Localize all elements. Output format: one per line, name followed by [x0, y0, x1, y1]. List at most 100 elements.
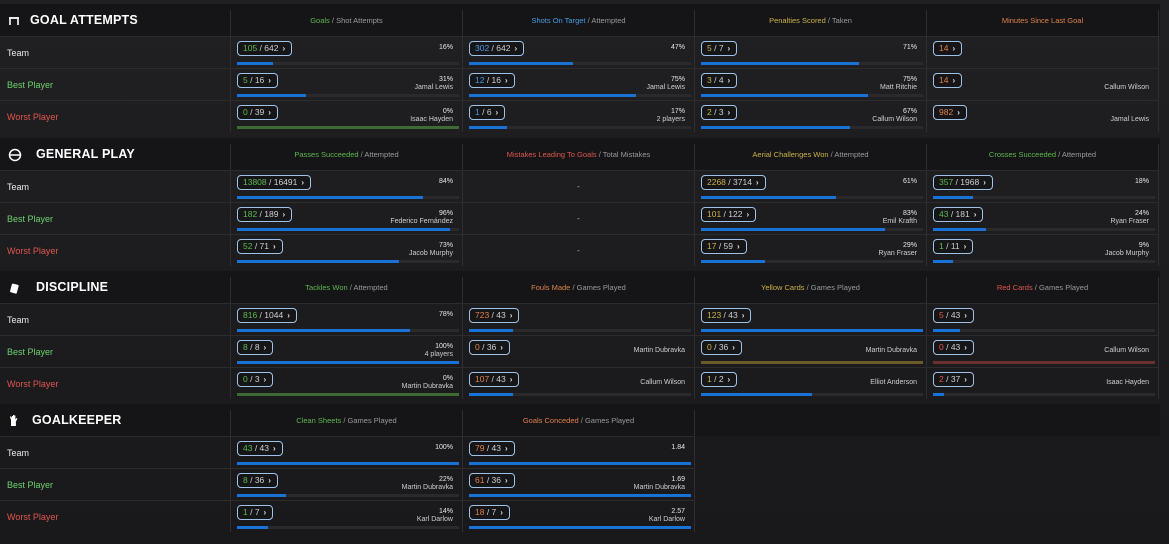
column-divider	[230, 10, 231, 132]
stat-cell: 43 / 181 › 24% Ryan Fraser	[928, 203, 1157, 234]
stat-link-button[interactable]: 0 / 36 ›	[701, 340, 742, 355]
stat-link-button[interactable]: 17 / 59 ›	[701, 239, 747, 254]
stat-value: 52	[243, 241, 253, 251]
stat-cell: 17 / 59 › 29% Ryan Fraser	[696, 235, 925, 266]
stat-cell: 61 / 36 › 1.69 Martin Dubravka	[464, 469, 693, 500]
progress-fill	[933, 196, 973, 199]
progress-fill	[701, 260, 766, 263]
empty-value: -	[577, 214, 580, 223]
stat-ratio: 67%	[902, 108, 917, 115]
column-header: Fouls Made / Games Played	[464, 271, 693, 303]
stat-link-button[interactable]: 18 / 7 ›	[469, 505, 510, 520]
stat-link-button[interactable]: 182 / 189 ›	[237, 207, 293, 222]
stat-cell: 2 / 37 › Isaac Hayden	[928, 368, 1157, 399]
stat-link-button[interactable]: 43 / 43 ›	[237, 441, 283, 456]
stat-link-button[interactable]: 1 / 6 ›	[469, 105, 506, 120]
stat-link-button[interactable]: 105 / 642 ›	[237, 41, 293, 56]
stat-link-button[interactable]: 5 / 16 ›	[237, 73, 278, 88]
stat-cell: 0 / 36 › Martin Dubravka	[464, 336, 693, 367]
column-denominator: / Taken	[825, 16, 852, 25]
stat-total: / 189	[257, 209, 279, 219]
chevron-right-icon: ›	[268, 108, 271, 117]
stat-ratio: 78%	[438, 311, 453, 318]
column-divider	[462, 410, 463, 532]
stat-link-button[interactable]: 123 / 43 ›	[701, 308, 752, 323]
stat-link-button[interactable]: 8 / 8 ›	[237, 340, 274, 355]
progress-track	[237, 462, 459, 465]
stat-total: / 7	[484, 507, 497, 517]
stat-link-button[interactable]: 2 / 37 ›	[933, 372, 974, 387]
progress-fill	[237, 393, 459, 396]
row-label: Best Player	[7, 347, 54, 357]
progress-fill	[469, 494, 691, 497]
column-header: Clean Sheets / Games Played	[232, 404, 461, 436]
progress-fill	[933, 361, 1155, 364]
stat-link-button[interactable]: 0 / 36 ›	[469, 340, 510, 355]
stat-link-button[interactable]: 723 / 43 ›	[469, 308, 520, 323]
stat-link-button[interactable]: 982 ›	[933, 105, 967, 120]
stat-link-button[interactable]: 5 / 7 ›	[701, 41, 738, 56]
stat-ratio: 9%	[1138, 242, 1149, 249]
stat-link-button[interactable]: 3 / 4 ›	[701, 73, 738, 88]
progress-track	[701, 393, 923, 396]
stat-link-button[interactable]: 13808 / 16491 ›	[237, 175, 312, 190]
stat-row-team: Team 43 / 43 › 100% 79 / 43 › 1.84	[0, 436, 695, 469]
row-label: Team	[7, 448, 30, 458]
chevron-right-icon: ›	[741, 311, 745, 320]
stat-link-button[interactable]: 14 ›	[933, 73, 963, 88]
stat-link-button[interactable]: 5 / 43 ›	[933, 308, 974, 323]
stat-link-button[interactable]: 43 / 181 ›	[933, 207, 984, 222]
progress-track	[237, 329, 459, 332]
progress-fill	[237, 196, 424, 199]
stat-link-button[interactable]: 52 / 71 ›	[237, 239, 283, 254]
stat-total: / 7	[247, 507, 260, 517]
stat-link-button[interactable]: 2268 / 3714 ›	[701, 175, 766, 190]
stat-row-team: Team 105 / 642 › 16% 302 / 642 › 47% 5 / 7 › 71% 1…	[0, 36, 1159, 69]
stat-link-button[interactable]: 101 / 122 ›	[701, 207, 757, 222]
stat-cell: 3 / 4 › 75% Matt Ritchie	[696, 69, 925, 100]
stat-link-button[interactable]: 107 / 43 ›	[469, 372, 520, 387]
stat-link-button[interactable]: 2 / 3 ›	[701, 105, 738, 120]
stat-link-button[interactable]: 14 ›	[933, 41, 963, 56]
section-title: DISCIPLINE	[36, 280, 109, 294]
stat-link-button[interactable]: 0 / 43 ›	[933, 340, 974, 355]
column-header: Crosses Succeeded / Attempted	[928, 138, 1157, 170]
stat-link-button[interactable]: 1 / 11 ›	[933, 239, 974, 254]
row-label: Worst Player	[7, 512, 59, 522]
section-header: GENERAL PLAY Passes Succeeded / Attempted…	[0, 138, 1160, 170]
stat-link-button[interactable]: 302 / 642 ›	[469, 41, 525, 56]
stat-value: 43	[939, 209, 949, 219]
stat-cell: 1 / 2 › Elliot Anderson	[696, 368, 925, 399]
stat-link-button[interactable]: 1 / 2 ›	[701, 372, 738, 387]
stat-row-best-player: Best Player 8 / 8 › 100% 4 players 0 / 36 › Mar…	[0, 335, 1159, 368]
stat-row-team: Team 13808 / 16491 › 84% -2268 / 3714 › 61% 357…	[0, 170, 1159, 203]
stat-link-button[interactable]: 8 / 36 ›	[237, 473, 278, 488]
progress-track	[933, 329, 1155, 332]
stat-link-button[interactable]: 79 / 43 ›	[469, 441, 515, 456]
progress-fill	[469, 62, 574, 65]
stat-link-button[interactable]: 12 / 16 ›	[469, 73, 515, 88]
stat-link-button[interactable]: 0 / 39 ›	[237, 105, 278, 120]
stat-link-button[interactable]: 61 / 36 ›	[469, 473, 515, 488]
stat-cell: 0 / 43 › Callum Wilson	[928, 336, 1157, 367]
column-divider	[462, 277, 463, 399]
stat-total: / 16	[484, 75, 502, 85]
progress-fill	[237, 62, 273, 65]
progress-track	[701, 62, 923, 65]
section-title: GOAL ATTEMPTS	[30, 13, 138, 27]
stat-link-button[interactable]: 0 / 3 ›	[237, 372, 274, 387]
stat-link-button[interactable]: 1 / 7 ›	[237, 505, 274, 520]
stat-cell: 14 ›	[928, 37, 1157, 68]
player-name: Karl Darlow	[648, 516, 685, 523]
stat-value: 8	[243, 475, 248, 485]
progress-fill	[469, 393, 514, 396]
stat-cell: 0 / 3 › 0% Martin Dubravka	[232, 368, 461, 399]
stat-link-button[interactable]: 816 / 1044 ›	[237, 308, 297, 323]
chevron-right-icon: ›	[732, 343, 735, 352]
stat-value: 2	[939, 374, 944, 384]
stat-value: 14	[939, 43, 949, 53]
chevron-right-icon: ›	[500, 343, 503, 352]
player-name: Callum Wilson	[640, 379, 685, 386]
stat-link-button[interactable]: 357 / 1968 ›	[933, 175, 993, 190]
stat-value: 1	[243, 507, 248, 517]
